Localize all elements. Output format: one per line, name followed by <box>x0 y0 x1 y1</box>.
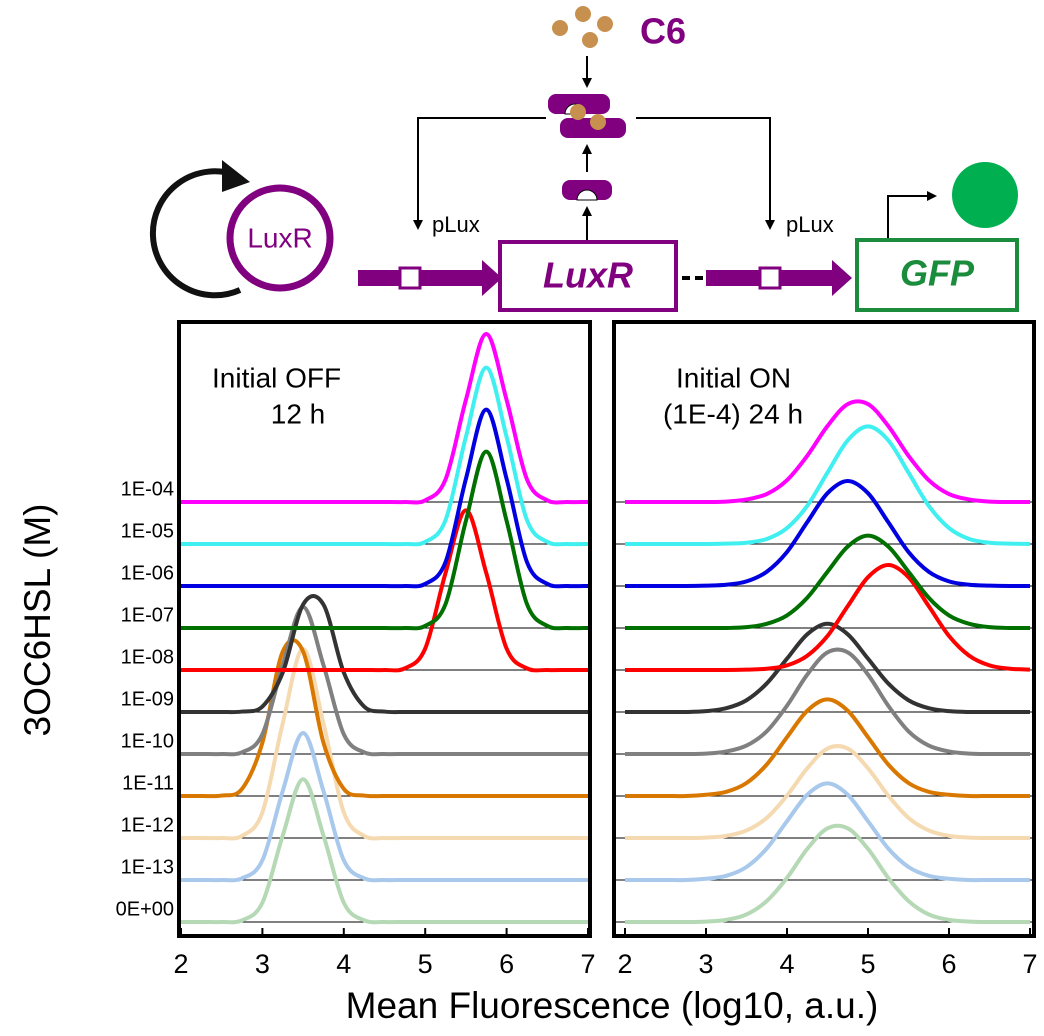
y-tick-label: 1E-08 <box>121 646 174 668</box>
plasmid-arc <box>149 168 242 299</box>
histogram-line <box>625 697 1030 799</box>
plasmid-label: LuxR <box>247 222 312 253</box>
y-tick-label: 1E-04 <box>121 478 174 500</box>
diagram: C6 LuxR pLux LuxR pLux GFP <box>149 6 1019 312</box>
plasmid <box>226 184 334 292</box>
histogram-line <box>181 365 589 547</box>
histogram-line <box>625 621 1030 715</box>
x-tick-label: 3 <box>255 949 270 979</box>
histogram-line <box>625 424 1031 547</box>
promoter-label: pLux <box>432 212 480 237</box>
histogram-line <box>624 479 1031 589</box>
histogram-line <box>181 777 588 925</box>
operator <box>758 266 782 290</box>
histogram-line <box>625 781 1030 883</box>
y-tick-label: 1E-11 <box>122 772 174 794</box>
y-tick-label: 1E-09 <box>121 688 174 710</box>
y-tick-label: 1E-10 <box>121 730 174 752</box>
x-tick-label: 6 <box>941 949 956 979</box>
c6-molecule <box>597 16 613 32</box>
plasmid-arrowhead <box>222 160 250 192</box>
gene-label: LuxR <box>543 255 633 296</box>
promoter-arrow <box>358 260 502 296</box>
luxr-dimer <box>548 94 610 114</box>
gfp-protein <box>952 162 1018 228</box>
y-tick-label: 0E+00 <box>116 898 174 920</box>
histogram-line <box>625 647 1030 757</box>
histogram-line <box>181 332 589 505</box>
operator <box>398 266 422 290</box>
promoter-label: pLux <box>786 212 834 237</box>
histogram-line <box>180 407 589 589</box>
c6-molecule <box>590 114 606 130</box>
x-tick-label: 5 <box>860 949 875 979</box>
histogram-line <box>625 823 1030 925</box>
histogram-line <box>181 647 588 841</box>
x-tick-label: 7 <box>580 949 595 979</box>
y-axis-label: 3OC6HSL (M) <box>17 503 58 736</box>
x-tick-label: 5 <box>418 949 433 979</box>
histogram-line <box>181 605 588 757</box>
x-tick-label: 4 <box>779 949 794 979</box>
charts: 2 3 4 5 6 7 Initial OFF 12 h 1E-04 1E-05 1E-06 1E-0… <box>17 320 1038 1026</box>
histogram-line <box>180 638 588 799</box>
y-tick-label: 1E-05 <box>121 520 174 542</box>
y-tick-label: 1E-06 <box>121 562 174 584</box>
histogram-line <box>625 563 1031 673</box>
activation-arrow <box>413 117 546 230</box>
panel-frame <box>177 320 592 938</box>
y-tick-label: 1E-12 <box>121 814 174 836</box>
y-tick-label: 1E-07 <box>121 604 174 626</box>
histogram-line <box>181 731 588 883</box>
c6-molecule <box>575 6 591 22</box>
histogram-line <box>625 744 1030 841</box>
gene-label: GFP <box>900 253 975 294</box>
inducer-label: C6 <box>640 11 686 52</box>
x-tick-label: 3 <box>698 949 713 979</box>
panel-title: 12 h <box>271 398 326 429</box>
x-axis-label: Mean Fluorescence (log10, a.u.) <box>346 985 879 1026</box>
x-tick-label: 2 <box>617 949 632 979</box>
x-tick-label: 7 <box>1022 949 1037 979</box>
histogram-line <box>625 533 1031 631</box>
x-tick-label: 2 <box>173 949 188 979</box>
binding-site <box>576 189 598 201</box>
activation-arrow <box>636 117 775 230</box>
gene-box <box>498 240 678 312</box>
histogram-line <box>181 508 588 673</box>
y-tick-label: 1E-13 <box>121 856 174 878</box>
panel-frame <box>612 320 1036 938</box>
panel-title: Initial ON <box>676 362 791 393</box>
histogram-line <box>181 449 589 631</box>
histogram-line <box>625 399 1031 505</box>
expression-arrow <box>887 191 937 238</box>
x-tick-label: 4 <box>336 949 351 979</box>
panel-title: Initial OFF <box>212 362 341 393</box>
c6-molecule <box>570 104 586 120</box>
gene-box <box>855 238 1019 312</box>
c6-molecule <box>552 20 568 36</box>
panel-title: (1E-4) 24 h <box>663 398 803 429</box>
c6-molecule <box>582 32 598 48</box>
x-tick-label: 6 <box>499 949 514 979</box>
histogram-line <box>181 594 588 715</box>
